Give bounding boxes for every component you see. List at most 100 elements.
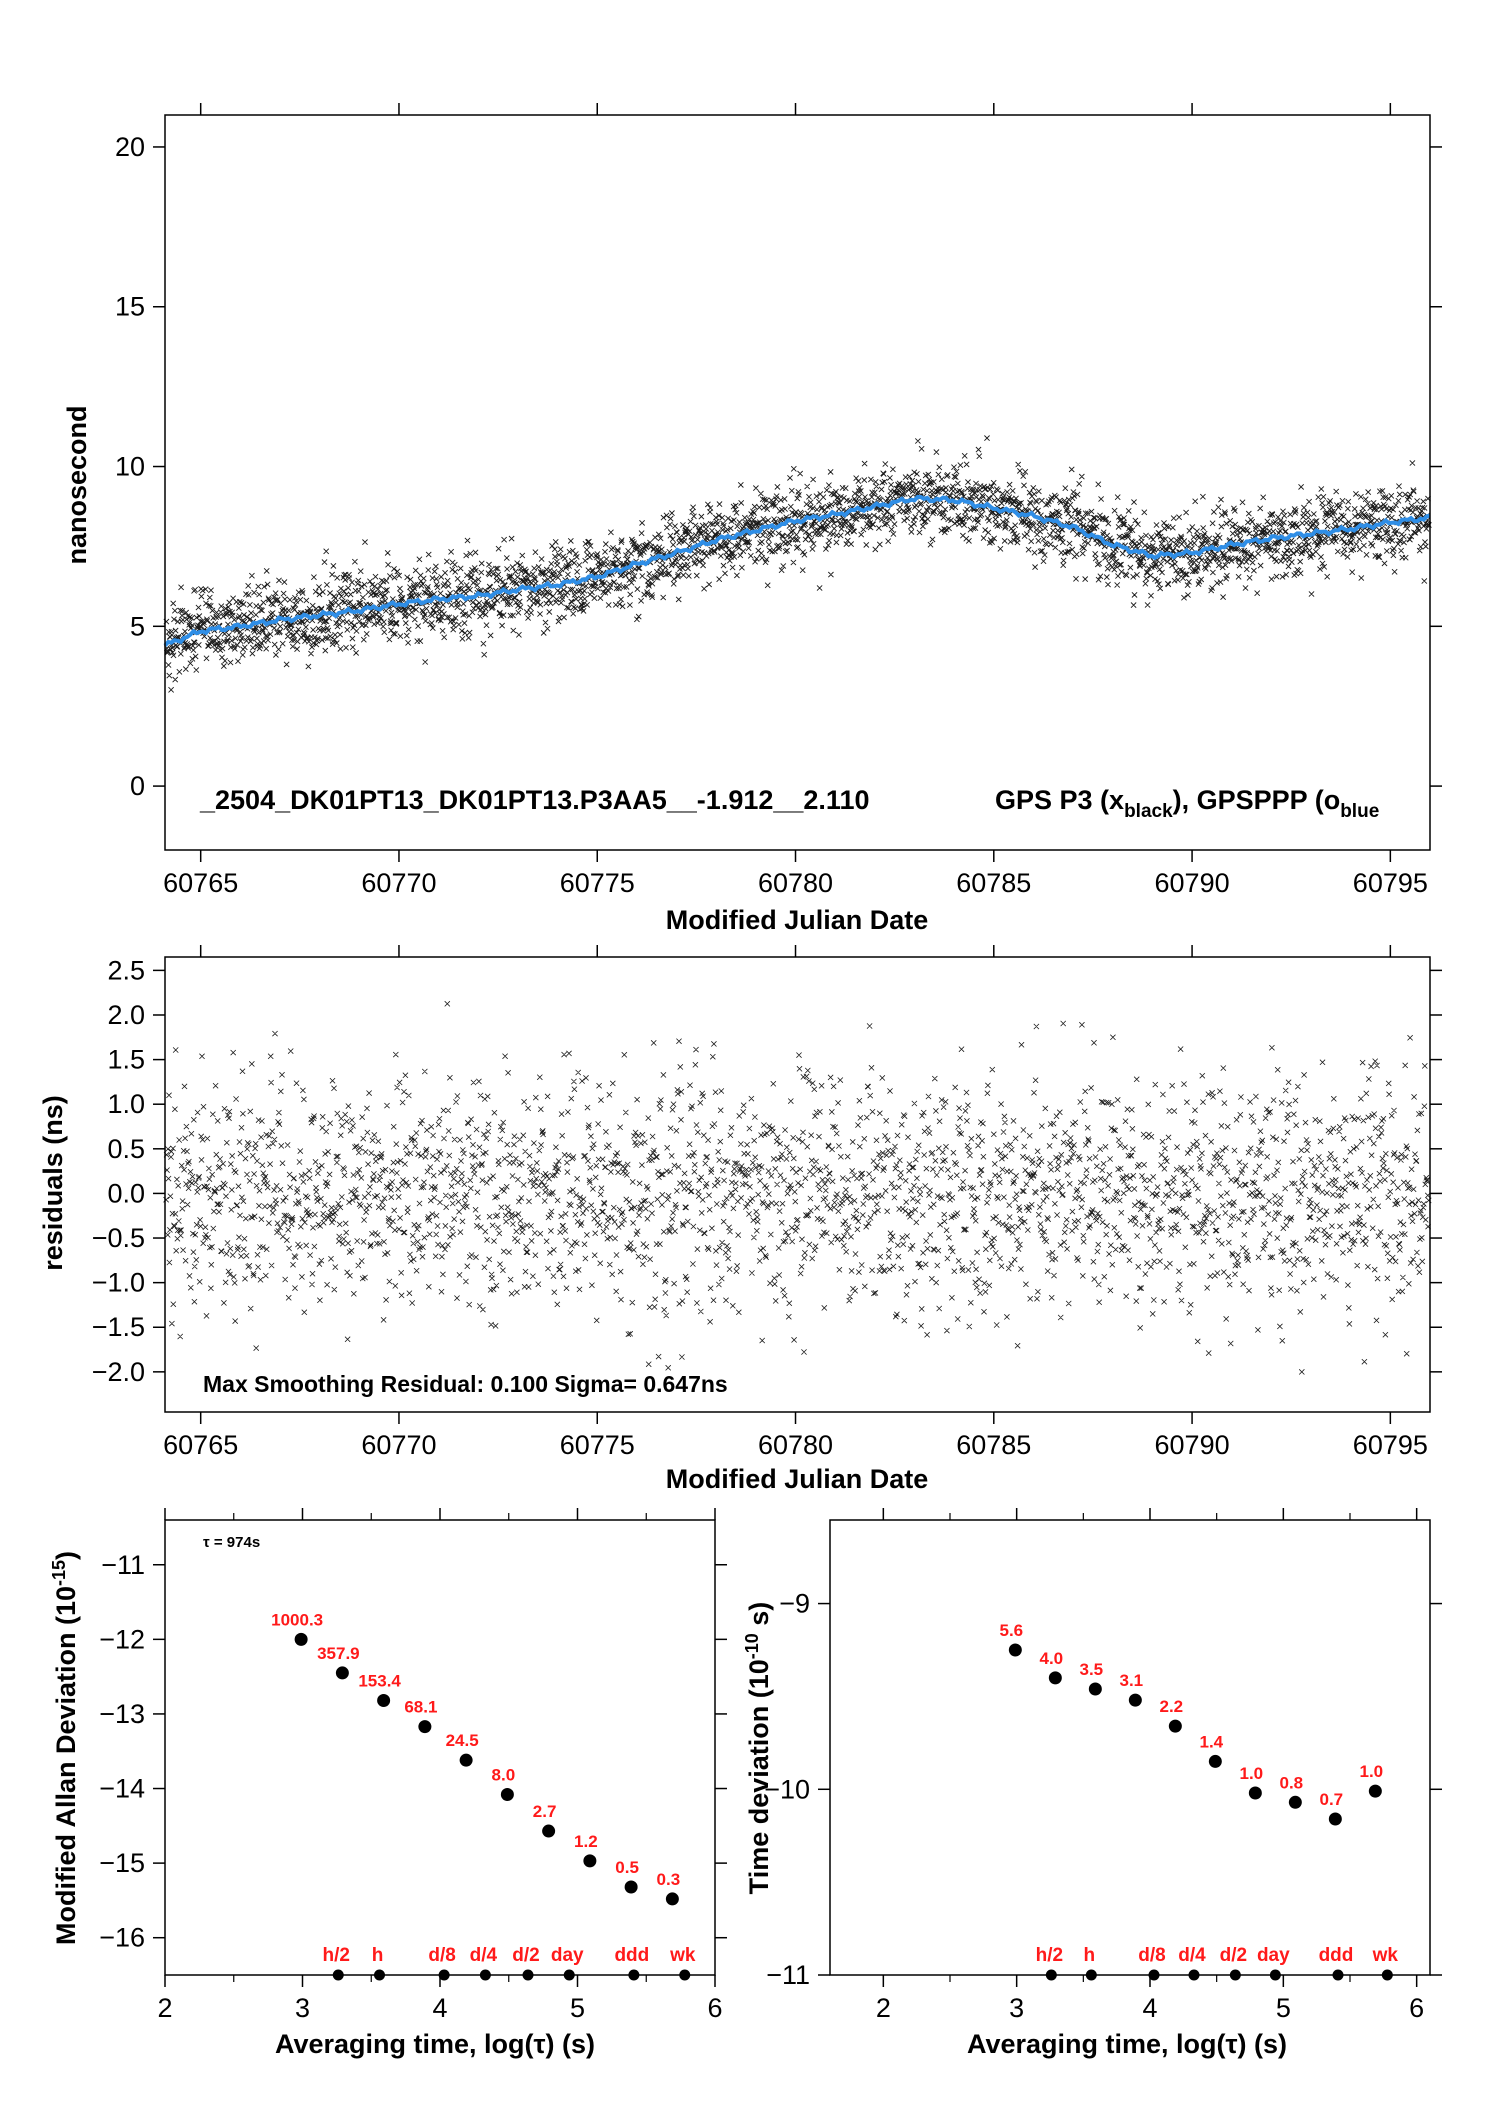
- x-tick-label: 60790: [1155, 1430, 1230, 1460]
- averaging-marker-dot: [332, 1969, 344, 1981]
- data-point: [1248, 1786, 1262, 1800]
- averaging-marker-dot: [1188, 1969, 1200, 1981]
- x-tick-label: 2: [157, 1993, 172, 2023]
- averaging-marker-dot: [1148, 1969, 1160, 1981]
- x-tick-label: 5: [1276, 1993, 1291, 2023]
- scatter-x-markers: [163, 435, 1432, 693]
- averaging-marker-dot: [1085, 1969, 1097, 1981]
- data-label: 0.8: [1280, 1773, 1304, 1792]
- y-tick-label: 1.5: [107, 1045, 145, 1075]
- averaging-marker-label: d/2: [512, 1945, 539, 1966]
- data-point: [1288, 1795, 1302, 1809]
- y-axis-label: nanosecond: [62, 405, 92, 564]
- x-tick-label: 4: [432, 1993, 447, 2023]
- averaging-marker-label: h: [372, 1945, 384, 1966]
- y-tick-label: 2.0: [107, 1000, 145, 1030]
- x-tick-label: 60785: [956, 868, 1031, 898]
- data-label: 24.5: [446, 1731, 479, 1750]
- averaging-marker-label: day: [1257, 1945, 1290, 1966]
- y-axis-label: Time deviation (10-10 s): [742, 1602, 774, 1895]
- axes: 2 3 4 5 6 −11 −10 −9: [764, 1508, 1442, 2023]
- x-tick-label: 60795: [1353, 868, 1428, 898]
- averaging-marker-dot: [479, 1969, 491, 1981]
- averaging-marker-label: d/2: [1220, 1945, 1247, 1966]
- y-tick-label: 0: [130, 771, 145, 801]
- averaging-marker-dot: [438, 1969, 450, 1981]
- gps-p3-points: [163, 435, 1432, 693]
- data-label: 357.9: [317, 1644, 360, 1663]
- clock-offset-panel: 60765 60770 60775 60780 60785 60790 60795 0 5 10 1…: [62, 103, 1442, 935]
- averaging-marker-label: d/4: [1178, 1945, 1206, 1966]
- averaging-marker-label: d/4: [470, 1945, 498, 1966]
- y-tick-label: −11: [101, 1550, 145, 1580]
- data-label: 1.0: [1360, 1762, 1384, 1781]
- x-axis-label: Averaging time, log(τ) (s): [275, 2029, 595, 2059]
- x-tick-label: 60785: [956, 1430, 1031, 1460]
- y-tick-label: −15: [99, 1848, 145, 1878]
- data-label: 3.1: [1120, 1671, 1144, 1690]
- x-tick-label: 2: [876, 1993, 891, 2023]
- x-tick-label: 60780: [758, 868, 833, 898]
- x-axis-label: Modified Julian Date: [666, 1464, 929, 1494]
- averaging-marker-label: d/8: [1138, 1945, 1165, 1966]
- residual-x-markers: [163, 1000, 1432, 1375]
- x-tick-label: 60795: [1353, 1430, 1428, 1460]
- modified-allan-deviation-panel: 2 3 4 5 6 −16 −15 −14 −13 −12 −11 1000.3 357.9 153.4…: [49, 1508, 727, 2059]
- y-tick-label: −9: [779, 1589, 810, 1619]
- axes: 60765 60770 60775 60780 60785 60790 60795 −2.0 −…: [92, 945, 1442, 1460]
- axes: 2 3 4 5 6 −16 −15 −14 −13 −12 −11: [99, 1508, 727, 2023]
- averaging-marker-dot: [1332, 1969, 1344, 1981]
- y-tick-label: −1.5: [92, 1312, 145, 1342]
- averaging-marker-label: wk: [669, 1945, 696, 1966]
- x-tick-label: 60780: [758, 1430, 833, 1460]
- plot-frame: [164, 956, 1431, 1413]
- x-tick-label: 60765: [163, 1430, 238, 1460]
- y-tick-label: 2.5: [107, 955, 145, 985]
- x-tick-label: 4: [1142, 1993, 1157, 2023]
- y-tick-label: −14: [99, 1774, 145, 1804]
- data-point: [1168, 1719, 1182, 1733]
- averaging-marker-label: wk: [1372, 1945, 1399, 1966]
- y-tick-label: −11: [766, 1960, 810, 1990]
- y-tick-label: 5: [130, 611, 145, 641]
- data-point: [1208, 1754, 1222, 1768]
- data-label: 0.5: [615, 1858, 639, 1877]
- residual-annotation: Max Smoothing Residual: 0.100 Sigma= 0.6…: [203, 1371, 728, 1397]
- x-tick-label: 60790: [1155, 868, 1230, 898]
- tdev-marks: 5.6 4.0 3.5 3.1 2.2 1.4 1.0 0.8 0.7 1.0 h/2 h d/8 d/4…: [1000, 1621, 1399, 1981]
- averaging-marker-label: h/2: [323, 1945, 350, 1966]
- averaging-marker-label: ddd: [1319, 1945, 1354, 1966]
- averaging-marker-dot: [563, 1969, 575, 1981]
- residual-points: [163, 1000, 1432, 1375]
- data-point: [459, 1753, 473, 1767]
- plot-frame: [829, 1519, 1431, 1976]
- x-tick-label: 60770: [361, 868, 436, 898]
- data-label: 0.7: [1320, 1790, 1344, 1809]
- data-point: [500, 1787, 514, 1801]
- data-point: [583, 1854, 597, 1868]
- x-tick-label: 60775: [560, 868, 635, 898]
- x-tick-label: 3: [1009, 1993, 1024, 2023]
- y-tick-label: −2.0: [92, 1357, 145, 1387]
- data-label: 3.5: [1080, 1660, 1104, 1679]
- time-deviation-panel: 2 3 4 5 6 −11 −10 −9 5.6 4.0 3.5 3.1 2.2 1.4 1.0 0.8 0.…: [742, 1508, 1442, 2059]
- y-tick-label: 10: [115, 452, 145, 482]
- averaging-marker-dot: [1381, 1969, 1393, 1981]
- y-tick-label: 15: [115, 292, 145, 322]
- data-label: 2.2: [1160, 1697, 1184, 1716]
- y-axis-label: Modified Allan Deviation (10-15): [49, 1551, 81, 1945]
- series-id-annotation: _2504_DK01PT13_DK01PT13.P3AA5__-1.912__2…: [199, 785, 869, 815]
- averaging-marker-label: day: [551, 1945, 584, 1966]
- data-label: 1.2: [574, 1832, 598, 1851]
- y-axis-label: residuals (ns): [38, 1095, 68, 1271]
- residuals-panel: 60765 60770 60775 60780 60785 60790 60795 −2.0 −…: [38, 945, 1442, 1494]
- averaging-marker-dot: [1269, 1969, 1281, 1981]
- x-tick-label: 60770: [361, 1430, 436, 1460]
- data-label: 0.3: [657, 1870, 681, 1889]
- data-point: [542, 1824, 556, 1838]
- y-tick-label: −16: [99, 1923, 145, 1953]
- averaging-marker-dot: [374, 1969, 385, 1981]
- averaging-marker-dot: [1045, 1969, 1057, 1981]
- data-label: 2.7: [533, 1802, 557, 1821]
- data-point: [1328, 1812, 1342, 1826]
